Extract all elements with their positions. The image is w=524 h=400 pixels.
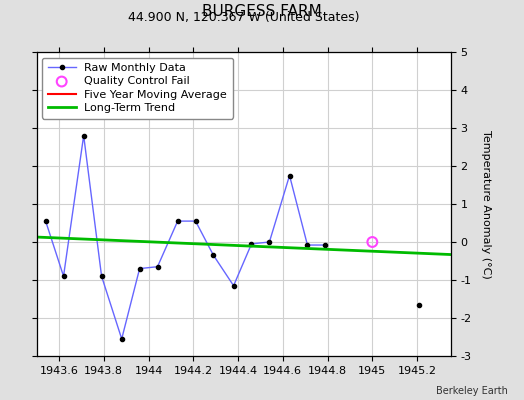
Raw Monthly Data: [287, 173, 293, 178]
Quality Control Fail: [368, 239, 377, 245]
Raw Monthly Data: [60, 274, 67, 278]
Raw Monthly Data: [304, 243, 311, 248]
Raw Monthly Data: [322, 243, 329, 248]
Raw Monthly Data: [118, 336, 125, 341]
Raw Monthly Data: [192, 219, 199, 224]
Raw Monthly Data: [136, 266, 143, 271]
Title: 44.900 N, 120.367 W (United States): 44.900 N, 120.367 W (United States): [128, 12, 359, 24]
Legend: Raw Monthly Data, Quality Control Fail, Five Year Moving Average, Long-Term Tren: Raw Monthly Data, Quality Control Fail, …: [42, 58, 233, 119]
Text: BURGESS FARM: BURGESS FARM: [202, 4, 322, 19]
Raw Monthly Data: [266, 240, 272, 244]
Raw Monthly Data: [42, 219, 49, 224]
Raw Monthly Data: [155, 264, 161, 269]
Y-axis label: Temperature Anomaly (°C): Temperature Anomaly (°C): [481, 130, 491, 278]
Raw Monthly Data: [210, 253, 216, 258]
Raw Monthly Data: [248, 242, 255, 246]
Raw Monthly Data: [81, 133, 87, 138]
Text: Berkeley Earth: Berkeley Earth: [436, 386, 508, 396]
Raw Monthly Data: [174, 219, 181, 224]
Raw Monthly Data: [99, 274, 105, 278]
Raw Monthly Data: [231, 283, 237, 288]
Line: Raw Monthly Data: Raw Monthly Data: [43, 134, 328, 341]
